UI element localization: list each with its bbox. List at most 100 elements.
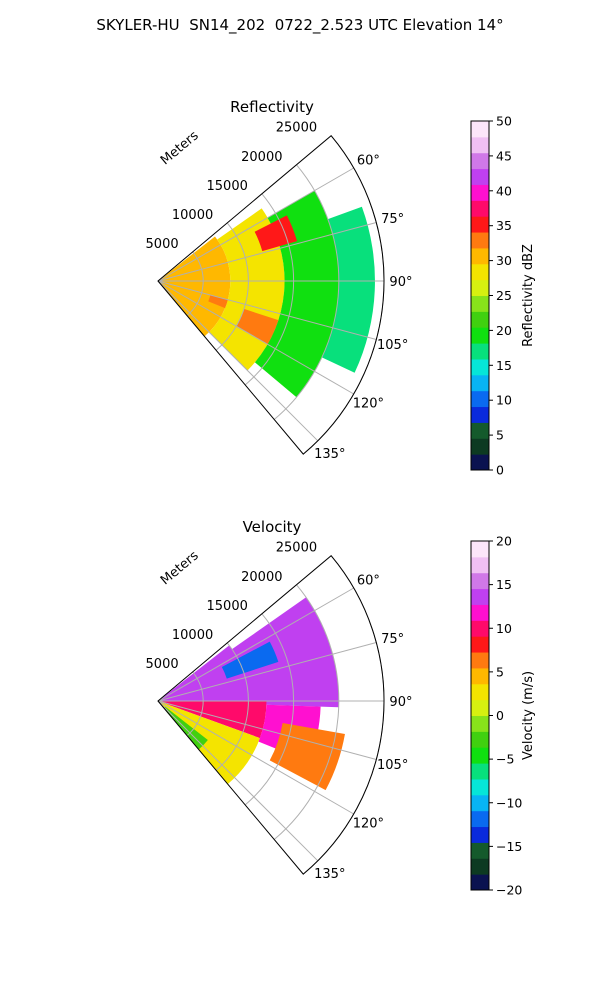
colorbar-swatch bbox=[471, 200, 489, 217]
data-region bbox=[254, 215, 298, 252]
colorbar: 0 5 10 15 20 25 30 35 40 45 50 Reflectivity dBZ bbox=[470, 114, 536, 478]
colorbar-swatch bbox=[471, 731, 489, 748]
data-region bbox=[158, 701, 267, 739]
colorbar-swatch bbox=[471, 184, 489, 201]
colorbar-swatch bbox=[471, 358, 489, 376]
radial-tick-label: 15000 bbox=[207, 599, 248, 614]
colorbar-tick-label: 15 bbox=[496, 577, 512, 592]
radial-grid-line bbox=[244, 613, 295, 806]
colorbar-tick-label: 5 bbox=[496, 428, 504, 443]
colorbar-swatch bbox=[471, 874, 489, 891]
colorbar-swatch bbox=[471, 604, 489, 621]
colorbar-tick-label: 10 bbox=[496, 621, 512, 636]
colorbar-swatch bbox=[471, 438, 489, 455]
colorbar-swatch bbox=[471, 715, 489, 732]
angular-tick-label: 120° bbox=[353, 816, 384, 831]
colorbar-swatch bbox=[471, 216, 489, 233]
angular-tick-label: 105° bbox=[377, 338, 408, 353]
colorbar-tick-label: 15 bbox=[496, 358, 512, 373]
angular-grid-line bbox=[157, 700, 354, 815]
colorbar-swatch bbox=[471, 778, 489, 796]
angular-tick-label: 60° bbox=[357, 574, 380, 589]
colorbar-swatch bbox=[471, 121, 489, 138]
radial-grid-line bbox=[215, 222, 249, 351]
radial-grid-line bbox=[273, 584, 340, 840]
angular-tick-label: 75° bbox=[381, 212, 404, 227]
colorbar-tick-label: 25 bbox=[496, 288, 512, 303]
colorbar-swatch bbox=[471, 683, 489, 701]
colorbar-tick-label: 5 bbox=[496, 664, 504, 679]
colorbar-swatch bbox=[471, 842, 489, 859]
colorbar-swatch bbox=[471, 232, 489, 249]
colorbar-swatch bbox=[471, 311, 489, 328]
colorbar-swatch bbox=[471, 588, 489, 605]
angular-grid-line bbox=[157, 280, 354, 395]
colorbar-tick-label: 0 bbox=[496, 708, 504, 723]
radial-grid-line bbox=[273, 164, 340, 420]
angular-tick-label: 135° bbox=[314, 867, 345, 882]
colorbar-swatch bbox=[471, 136, 489, 154]
colorbar-swatch bbox=[471, 541, 489, 558]
radial-axis-label: Meters bbox=[158, 548, 202, 588]
colorbar-swatch bbox=[471, 327, 489, 344]
radial-tick-label: 10000 bbox=[172, 628, 213, 643]
angular-tick-label: 60° bbox=[357, 154, 380, 169]
radial-grid-line bbox=[244, 193, 295, 386]
colorbar-swatch bbox=[471, 279, 489, 296]
panel-title: Reflectivity bbox=[230, 98, 314, 116]
colorbar-swatch bbox=[471, 454, 489, 471]
angular-tick-label: 120° bbox=[353, 396, 384, 411]
colorbar-swatch bbox=[471, 747, 489, 764]
colorbar-swatch bbox=[471, 295, 489, 312]
colorbar-swatch bbox=[471, 168, 489, 185]
panel-reflectivity: 60° 75° 90° 105° 120° 135° 5000 10000 15000 20000… bbox=[146, 98, 536, 478]
data-layer bbox=[158, 597, 345, 791]
data-region bbox=[232, 597, 339, 708]
radial-tick-label: 15000 bbox=[207, 179, 248, 194]
colorbar-swatch bbox=[471, 858, 489, 875]
angular-grid-line bbox=[157, 700, 319, 862]
radial-tick-label: 25000 bbox=[276, 121, 317, 136]
colorbar-label: Velocity (m/s) bbox=[521, 671, 536, 760]
data-region bbox=[158, 236, 231, 337]
angular-grid-line bbox=[157, 222, 377, 282]
colorbar-tick-label: 30 bbox=[496, 253, 512, 268]
data-region bbox=[236, 308, 279, 345]
panel-velocity: 60° 75° 90° 105° 120° 135° 5000 10000 15000 20000… bbox=[146, 518, 536, 898]
radial-tick-label: 5000 bbox=[146, 237, 179, 252]
radial-tick-label: 20000 bbox=[241, 150, 282, 165]
angular-grid-line bbox=[157, 700, 377, 760]
colorbar-tick-label: 0 bbox=[496, 463, 504, 478]
radial-tick-label: 5000 bbox=[146, 657, 179, 672]
colorbar-swatch bbox=[471, 826, 489, 843]
colorbar-swatch bbox=[471, 343, 489, 360]
colorbar-tick-label: 20 bbox=[496, 323, 512, 338]
data-region bbox=[321, 206, 375, 373]
colorbar-swatch bbox=[471, 636, 489, 653]
colorbar-tick-label: −10 bbox=[496, 795, 522, 810]
angular-grid-line bbox=[157, 167, 354, 282]
colorbar-swatch bbox=[471, 406, 489, 423]
colorbar-swatch bbox=[471, 374, 489, 392]
radial-tick-label: 10000 bbox=[172, 208, 213, 223]
colorbar-swatch bbox=[471, 794, 489, 812]
colorbar-swatch bbox=[471, 620, 489, 637]
angular-grid-line bbox=[157, 642, 377, 702]
data-region bbox=[269, 722, 345, 791]
data-layer bbox=[158, 190, 375, 398]
radial-axis-label: Meters bbox=[158, 128, 202, 168]
colorbar-swatch bbox=[471, 572, 489, 590]
colorbar-swatch bbox=[471, 699, 489, 716]
radial-tick-label: 25000 bbox=[276, 541, 317, 556]
colorbar-swatch bbox=[471, 556, 489, 574]
colorbar-tick-label: −20 bbox=[496, 883, 522, 898]
colorbar-swatch bbox=[471, 152, 489, 170]
data-region bbox=[221, 641, 279, 679]
colorbar-tick-label: 40 bbox=[496, 183, 512, 198]
polar-frame bbox=[157, 135, 385, 455]
angular-grid-line bbox=[157, 587, 354, 702]
angular-tick-label: 135° bbox=[314, 447, 345, 462]
colorbar-swatch bbox=[471, 390, 489, 408]
data-region bbox=[158, 645, 249, 701]
